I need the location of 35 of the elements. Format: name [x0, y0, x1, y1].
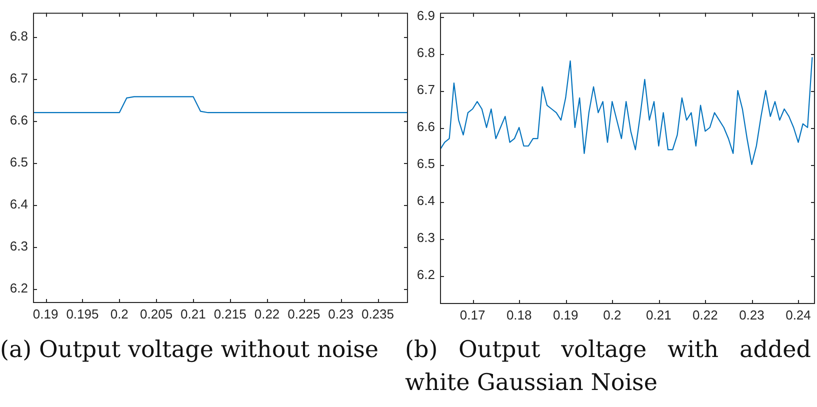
y-tick-label: 6.4	[416, 193, 435, 208]
y-tick-label: 6.2	[10, 280, 28, 296]
y-tick-label: 6.6	[10, 112, 28, 128]
x-tick-label: 0.19	[552, 307, 578, 322]
x-tick-label: 0.22	[254, 306, 280, 322]
y-tick-label: 6.5	[416, 156, 435, 172]
x-tick-label: 0.21	[646, 307, 672, 322]
x-tick-label: 0.215	[214, 306, 246, 322]
y-tick-label: 6.5	[10, 154, 28, 170]
x-tick-label: 0.24	[786, 307, 811, 322]
y-tick-label: 6.8	[416, 45, 435, 60]
x-tick-label: 0.17	[460, 307, 486, 322]
y-tick-label: 6.3	[416, 230, 435, 246]
y-tick-label: 6.7	[416, 82, 435, 98]
x-tick-label: 0.22	[692, 307, 718, 322]
y-tick-label: 6.3	[10, 238, 28, 254]
y-tick-label: 6.7	[10, 70, 28, 86]
y-tick-label: 6.6	[416, 119, 435, 134]
x-tick-label: 0.19	[32, 306, 58, 322]
x-tick-label: 0.23	[739, 307, 764, 322]
x-tick-label: 0.23	[328, 306, 354, 322]
y-tick-label: 6.8	[10, 28, 28, 44]
x-tick-label: 0.18	[506, 307, 532, 322]
x-tick-label: 0.21	[180, 306, 206, 322]
x-tick-label: 0.2	[603, 307, 622, 322]
x-tick-label: 0.195	[66, 306, 99, 322]
x-tick-label: 0.2	[110, 306, 128, 322]
text: (a) Output voltage without noise	[0, 336, 380, 365]
text: (b) Output voltage with added white Gaussian Noise	[405, 336, 811, 398]
y-tick-label: 6.4	[10, 196, 28, 212]
x-tick-label: 0.225	[288, 306, 320, 322]
y-tick-label: 6.9	[416, 8, 435, 24]
y-tick-label: 6.2	[416, 267, 435, 282]
x-tick-label: 0.235	[361, 306, 394, 322]
x-tick-label: 0.205	[140, 306, 173, 322]
